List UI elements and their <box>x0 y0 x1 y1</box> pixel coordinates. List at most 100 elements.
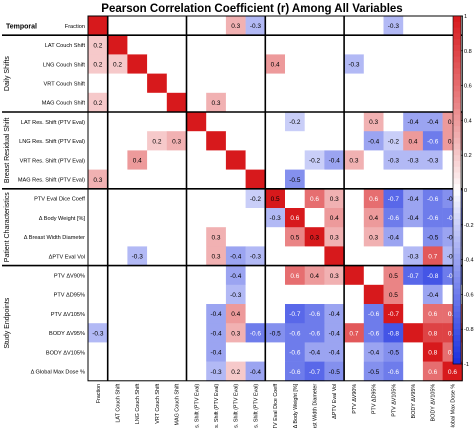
cell-value-label: -0.6 <box>309 311 321 318</box>
column-label: PTV ΔV105% <box>391 384 397 417</box>
heatmap-cell <box>265 265 286 286</box>
heatmap-cell <box>225 150 246 170</box>
heatmap-cell <box>265 227 286 247</box>
cell-value-label: -0.2 <box>388 138 400 145</box>
heatmap-cell <box>186 323 207 343</box>
cell-value-label: -0.6 <box>289 330 301 337</box>
heatmap-cell <box>206 169 227 190</box>
heatmap-cell <box>88 304 108 324</box>
heatmap-cell <box>403 169 424 190</box>
heatmap-cell <box>147 323 168 343</box>
heatmap-cell <box>225 92 246 113</box>
heatmap-cell <box>363 188 384 209</box>
row-label: Δ Breast Width Diameter <box>24 235 85 241</box>
heatmap-cell <box>107 54 128 74</box>
heatmap-cell <box>206 361 227 382</box>
colorbar-segment <box>453 184 461 191</box>
cell-value-label: 0.2 <box>93 100 102 107</box>
column-labels: Fraction LAT Couch Shift LNG Couch Shift VR… <box>96 383 457 433</box>
column-label: MAG Res. Shift (PTV Eval) <box>253 384 259 428</box>
heatmap-cell <box>147 16 168 36</box>
heatmap-cell <box>88 16 108 36</box>
colorbar-tick-label: -1 <box>464 362 469 368</box>
heatmap-cell <box>265 284 286 305</box>
heatmap-cell <box>225 169 246 190</box>
colorbar-segment <box>453 74 461 81</box>
cell-value-label: -0.6 <box>427 138 439 145</box>
heatmap-cell <box>127 150 148 170</box>
cell-value-label: -0.3 <box>270 215 282 222</box>
heatmap-cell <box>206 227 227 247</box>
heatmap-cell <box>166 150 187 170</box>
heatmap-cell <box>265 208 286 228</box>
heatmap-cell <box>422 284 443 305</box>
heatmap-cell <box>88 112 108 132</box>
colorbar-segment <box>453 288 461 295</box>
heatmap-cell <box>88 284 108 305</box>
heatmap-cell <box>403 361 424 382</box>
cell-value-label: -0.4 <box>329 158 341 165</box>
cell-value-label: -0.3 <box>348 62 360 69</box>
heatmap-cell <box>285 169 305 190</box>
colorbar-segment <box>453 346 461 353</box>
row-label: LNG Couch Shift <box>43 62 85 68</box>
column-label: VRT Couch Shift <box>155 383 161 423</box>
colorbar-tick-label: -0.4 <box>464 258 474 264</box>
column-label: Δ Body Weight [%] <box>293 383 299 428</box>
heatmap-cell <box>383 304 404 324</box>
heatmap-cell <box>363 131 384 151</box>
heatmap-cell <box>225 16 246 36</box>
heatmap-cell <box>186 150 207 170</box>
colorbar-segment <box>453 224 461 231</box>
colorbar-segment <box>453 317 461 324</box>
cell-value-label: 0.4 <box>133 158 142 165</box>
heatmap-cell <box>206 304 227 324</box>
heatmap-cell <box>107 112 128 132</box>
colorbar-tick-label: 0.6 <box>464 84 472 90</box>
heatmap-cell <box>403 323 424 343</box>
heatmap-cell <box>344 284 365 305</box>
heatmap-cell <box>225 361 246 382</box>
cell-value-label: -0.4 <box>368 138 380 145</box>
heatmap-cell <box>147 73 168 94</box>
heatmap-cell <box>245 112 266 132</box>
heatmap-cell <box>107 208 128 228</box>
heatmap-cell <box>225 188 246 209</box>
colorbar-segment <box>453 56 461 63</box>
heatmap-cell <box>88 342 108 362</box>
heatmap-cell <box>88 35 108 55</box>
heatmap-cell <box>324 150 345 170</box>
cell-value-label: -0.3 <box>388 23 400 30</box>
group-label: Study Endpoints <box>4 297 11 348</box>
colorbar-segment <box>453 329 461 336</box>
heatmap-cell <box>285 361 305 382</box>
cell-value-label: 0.5 <box>389 292 398 299</box>
heatmap-cell <box>186 112 207 132</box>
heatmap-cell <box>186 188 207 209</box>
colorbar-segment <box>453 178 461 185</box>
heatmap-cell <box>403 35 424 55</box>
heatmap-cell <box>304 265 325 286</box>
heatmap-cell <box>245 323 266 343</box>
cell-value-label: 0.6 <box>428 311 437 318</box>
colorbar-segment <box>453 91 461 98</box>
heatmap-cell <box>344 54 365 74</box>
cell-value-label: 0.6 <box>290 215 299 222</box>
colorbar-segment <box>453 132 461 139</box>
heatmap-cell <box>344 342 365 362</box>
cell-value-label: 0.5 <box>290 234 299 241</box>
cell-value-label: 0.3 <box>93 177 102 184</box>
heatmap-cell <box>127 73 148 94</box>
heatmap-cell <box>245 342 266 362</box>
heatmap-cell <box>344 188 365 209</box>
colorbar-segment <box>453 230 461 237</box>
heatmap-cell <box>127 227 148 247</box>
heatmap-cell <box>422 246 443 266</box>
colorbar-segment <box>453 277 461 284</box>
heatmap-cell <box>245 169 266 190</box>
colorbar-tick-label: 1 <box>464 14 467 20</box>
colorbar-tick-label: -0.8 <box>464 327 474 333</box>
heatmap-cell <box>285 342 305 362</box>
heatmap-cell <box>363 265 384 286</box>
cell-value-label: 0.6 <box>448 369 457 376</box>
